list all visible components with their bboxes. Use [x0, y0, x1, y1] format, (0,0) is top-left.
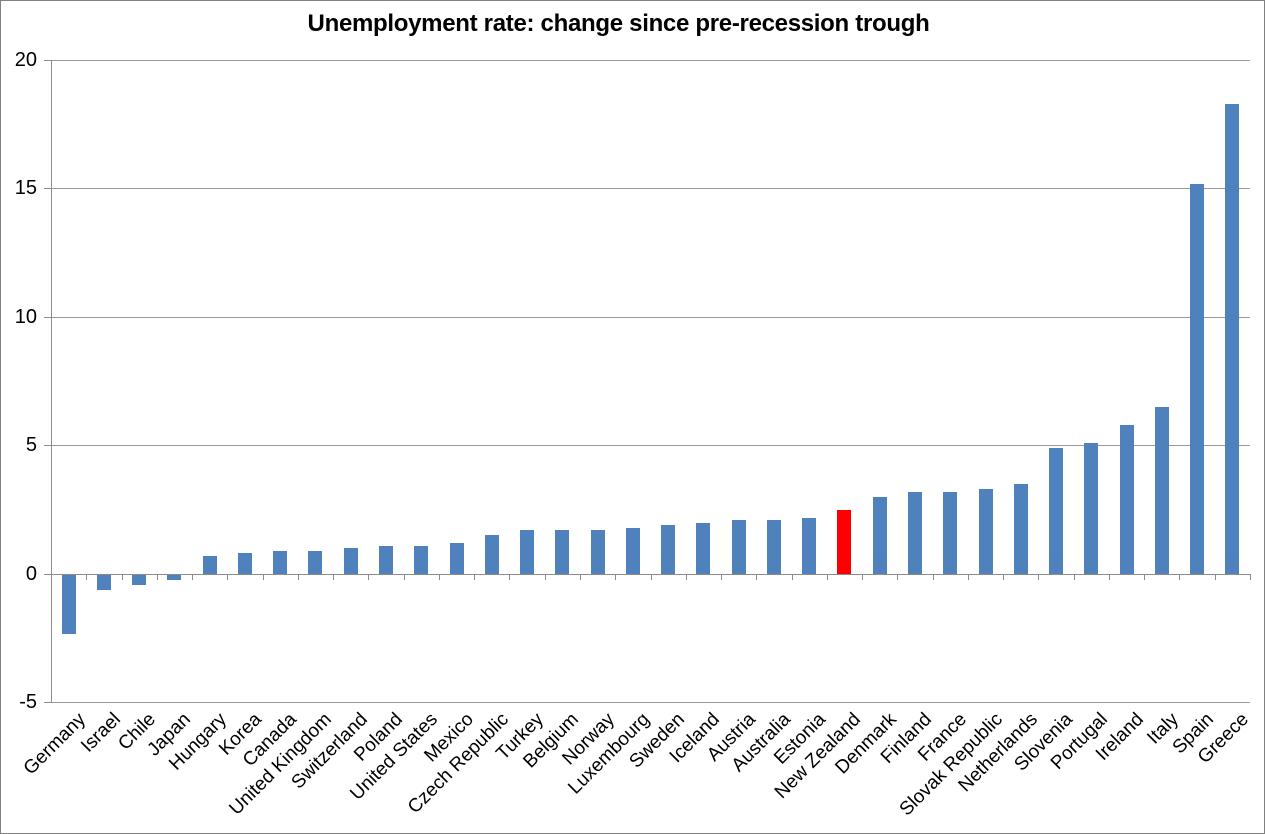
x-axis-tick — [298, 574, 299, 580]
x-axis-tick — [157, 574, 158, 580]
y-axis-tick-20 — [44, 60, 51, 61]
y-axis-tick-10 — [44, 317, 51, 318]
x-axis-tick — [1038, 574, 1039, 580]
x-axis-tick — [651, 574, 652, 580]
bar-united-states — [414, 546, 428, 574]
y-axis-label-10: 10 — [14, 306, 37, 328]
y-axis-label--5: -5 — [19, 691, 37, 713]
bar-germany — [62, 575, 76, 634]
bar-sweden — [661, 525, 675, 574]
gridline-15 — [51, 188, 1250, 189]
x-axis-tick — [404, 574, 405, 580]
bar-poland — [379, 546, 393, 574]
bar-israel — [97, 575, 111, 590]
bar-ireland — [1120, 425, 1134, 574]
x-axis-tick — [368, 574, 369, 580]
chart-title: Unemployment rate: change since pre-rece… — [307, 10, 930, 37]
y-axis-line — [51, 60, 52, 702]
bar-greece — [1225, 104, 1239, 574]
x-axis-tick — [509, 574, 510, 580]
x-axis-tick — [933, 574, 934, 580]
x-axis-tick — [827, 574, 828, 580]
bar-chile — [132, 575, 146, 585]
bar-korea — [238, 553, 252, 574]
x-axis-tick — [86, 574, 87, 580]
x-axis-tick — [263, 574, 264, 580]
gridline-20 — [51, 60, 1250, 61]
bar-hungary — [203, 556, 217, 574]
y-axis-tick-5 — [44, 445, 51, 446]
x-axis-tick — [897, 574, 898, 580]
bar-united-kingdom — [308, 551, 322, 574]
x-axis-tick — [1215, 574, 1216, 580]
gridline--5 — [51, 702, 1250, 703]
bar-luxembourg — [626, 528, 640, 574]
x-axis-tick — [615, 574, 616, 580]
y-axis-tick-0 — [44, 574, 51, 575]
x-axis-tick — [721, 574, 722, 580]
bar-portugal — [1084, 443, 1098, 574]
gridline-5 — [51, 445, 1250, 446]
bar-austria — [732, 520, 746, 574]
x-axis-tick — [862, 574, 863, 580]
x-axis-tick — [686, 574, 687, 580]
bar-czech-republic — [485, 535, 499, 574]
bar-turkey — [520, 530, 534, 574]
y-axis-tick-15 — [44, 188, 51, 189]
x-axis-tick — [968, 574, 969, 580]
bar-finland — [908, 492, 922, 574]
bar-iceland — [696, 523, 710, 574]
x-axis-tick — [474, 574, 475, 580]
x-axis-tick — [333, 574, 334, 580]
x-axis-tick — [1109, 574, 1110, 580]
bar-denmark — [873, 497, 887, 574]
bar-switzerland — [344, 548, 358, 574]
bar-netherlands — [1014, 484, 1028, 574]
bar-belgium — [555, 530, 569, 574]
bar-slovak-republic — [979, 489, 993, 574]
bar-norway — [591, 530, 605, 574]
x-axis-tick — [580, 574, 581, 580]
x-axis-tick — [227, 574, 228, 580]
x-axis-tick — [545, 574, 546, 580]
bar-japan — [167, 575, 181, 580]
x-axis-tick — [192, 574, 193, 580]
bar-mexico — [450, 543, 464, 574]
x-axis-tick — [792, 574, 793, 580]
y-axis-tick--5 — [44, 702, 51, 703]
gridline-10 — [51, 317, 1250, 318]
x-axis-tick — [756, 574, 757, 580]
y-axis-label-20: 20 — [14, 49, 37, 71]
bar-slovenia — [1049, 448, 1063, 574]
x-axis-tick — [1179, 574, 1180, 580]
x-axis-tick — [1144, 574, 1145, 580]
x-axis-tick — [1074, 574, 1075, 580]
gridline-0 — [51, 574, 1250, 575]
bar-spain — [1190, 184, 1204, 574]
bar-new-zealand — [837, 510, 851, 574]
bar-australia — [767, 520, 781, 574]
x-axis-tick — [1250, 574, 1251, 580]
bar-france — [943, 492, 957, 574]
x-axis-tick — [1003, 574, 1004, 580]
y-axis-label-15: 15 — [14, 177, 37, 199]
y-axis-label-0: 0 — [25, 563, 37, 585]
bar-italy — [1155, 407, 1169, 574]
x-axis-tick — [122, 574, 123, 580]
bar-estonia — [802, 518, 816, 574]
x-axis-tick — [51, 574, 52, 580]
y-axis-label-5: 5 — [25, 434, 37, 456]
bar-canada — [273, 551, 287, 574]
x-axis-tick — [439, 574, 440, 580]
